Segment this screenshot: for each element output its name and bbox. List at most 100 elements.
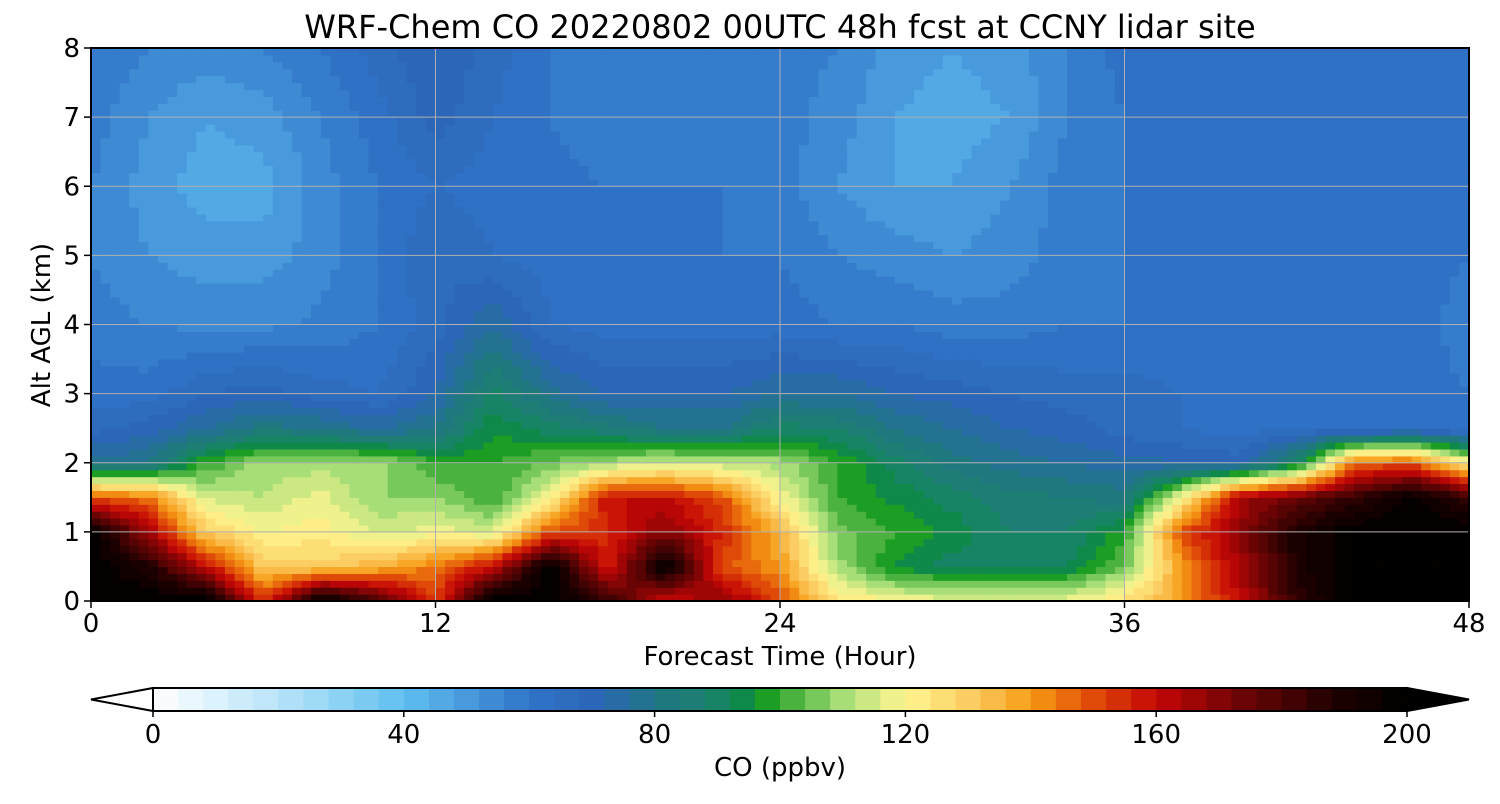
heatmap-cell — [1143, 511, 1154, 519]
heatmap-cell — [636, 504, 647, 512]
heatmap-cell — [1009, 359, 1020, 367]
heatmap-cell — [674, 428, 685, 436]
heatmap-cell — [674, 538, 685, 547]
heatmap-cell — [789, 359, 800, 367]
heatmap-cell — [636, 469, 647, 478]
heatmap-cell — [110, 386, 121, 395]
heatmap-cell — [368, 531, 379, 540]
heatmap-cell — [100, 504, 111, 512]
heatmap-cell — [406, 386, 417, 395]
heatmap-cell — [971, 566, 982, 574]
heatmap-cell — [186, 511, 197, 519]
heatmap-cell — [1258, 552, 1269, 561]
heatmap-cell — [100, 524, 111, 533]
heatmap-cell — [387, 573, 398, 581]
heatmap-cell — [1440, 469, 1451, 478]
heatmap-cell — [569, 448, 580, 457]
heatmap-cell — [598, 407, 609, 415]
heatmap-cell — [646, 448, 657, 457]
heatmap-cell — [693, 407, 705, 415]
heatmap-cell — [1248, 421, 1260, 429]
heatmap-cell — [464, 490, 475, 498]
heatmap-cell — [177, 594, 188, 601]
heatmap-cell — [1067, 448, 1078, 457]
heatmap-cell — [1105, 476, 1116, 485]
heatmap-cell — [980, 469, 992, 478]
heatmap-cell — [425, 359, 437, 367]
heatmap-cell — [990, 566, 1001, 574]
heatmap-cell — [1047, 421, 1059, 429]
heatmap-cell — [626, 504, 638, 512]
heatmap-cell — [521, 421, 532, 429]
heatmap-cell — [1181, 372, 1193, 381]
heatmap-cell — [1057, 372, 1068, 381]
heatmap-cell — [550, 400, 561, 409]
heatmap-cell — [617, 386, 628, 395]
heatmap-cell — [1440, 545, 1451, 554]
heatmap-cell — [780, 365, 791, 374]
heatmap-cell — [282, 580, 293, 588]
heatmap-cell — [674, 566, 685, 574]
heatmap-cell — [100, 421, 111, 429]
heatmap-cell — [464, 545, 475, 554]
heatmap-cell — [215, 407, 226, 415]
heatmap-cell — [808, 386, 819, 395]
heatmap-cell — [904, 414, 915, 422]
heatmap-cell — [952, 545, 963, 554]
heatmap-cell — [1411, 538, 1422, 547]
heatmap-cell — [1134, 386, 1145, 395]
heatmap-cell — [1373, 531, 1384, 540]
heatmap-cell — [148, 594, 159, 601]
heatmap-cell — [91, 455, 102, 464]
heatmap-cell — [1220, 587, 1231, 595]
heatmap-cell — [368, 407, 379, 415]
heatmap-cell — [483, 573, 494, 581]
heatmap-cell — [1459, 559, 1469, 568]
heatmap-cell — [1172, 573, 1183, 581]
heatmap-cell — [253, 359, 264, 367]
heatmap-cell — [1268, 545, 1279, 554]
heatmap-cell — [1344, 372, 1355, 381]
heatmap-cell — [837, 365, 848, 374]
heatmap-cell — [177, 580, 188, 588]
heatmap-cell — [693, 476, 705, 485]
heatmap-cell — [416, 393, 427, 402]
heatmap-cell — [492, 497, 504, 505]
heatmap-cell — [617, 518, 628, 526]
heatmap-cell — [205, 587, 216, 595]
heatmap-cell — [425, 538, 437, 547]
heatmap-cell — [933, 359, 944, 367]
heatmap-cell — [846, 448, 858, 457]
heatmap-cell — [559, 518, 571, 526]
heatmap-cell — [1277, 559, 1288, 568]
heatmap-cell — [1315, 552, 1327, 561]
heatmap-cell — [1382, 573, 1394, 581]
heatmap-cell — [579, 469, 590, 478]
heatmap-cell — [358, 393, 370, 402]
heatmap-cell — [1019, 372, 1030, 381]
heatmap-cell — [330, 483, 341, 491]
heatmap-cell — [617, 379, 628, 388]
heatmap-cell — [224, 400, 236, 409]
heatmap-cell — [119, 421, 130, 429]
heatmap-cell — [636, 386, 647, 395]
heatmap-cell — [291, 504, 303, 512]
heatmap-cell — [157, 524, 169, 533]
heatmap-cell — [406, 469, 417, 478]
heatmap-cell — [177, 566, 188, 574]
heatmap-cell — [980, 435, 992, 443]
heatmap-cell — [693, 428, 705, 436]
heatmap-cell — [1373, 559, 1384, 568]
heatmap-cell — [588, 428, 599, 436]
heatmap-cell — [1229, 421, 1240, 429]
heatmap-cell — [425, 566, 437, 574]
heatmap-cell — [435, 580, 446, 588]
heatmap-cell — [244, 407, 255, 415]
heatmap-cell — [492, 476, 504, 485]
heatmap-cell — [186, 552, 197, 561]
heatmap-cell — [913, 511, 925, 519]
heatmap-cell — [502, 386, 513, 395]
heatmap-cell — [1239, 386, 1250, 395]
heatmap-cell — [1067, 365, 1078, 374]
heatmap-cell — [1459, 421, 1469, 429]
